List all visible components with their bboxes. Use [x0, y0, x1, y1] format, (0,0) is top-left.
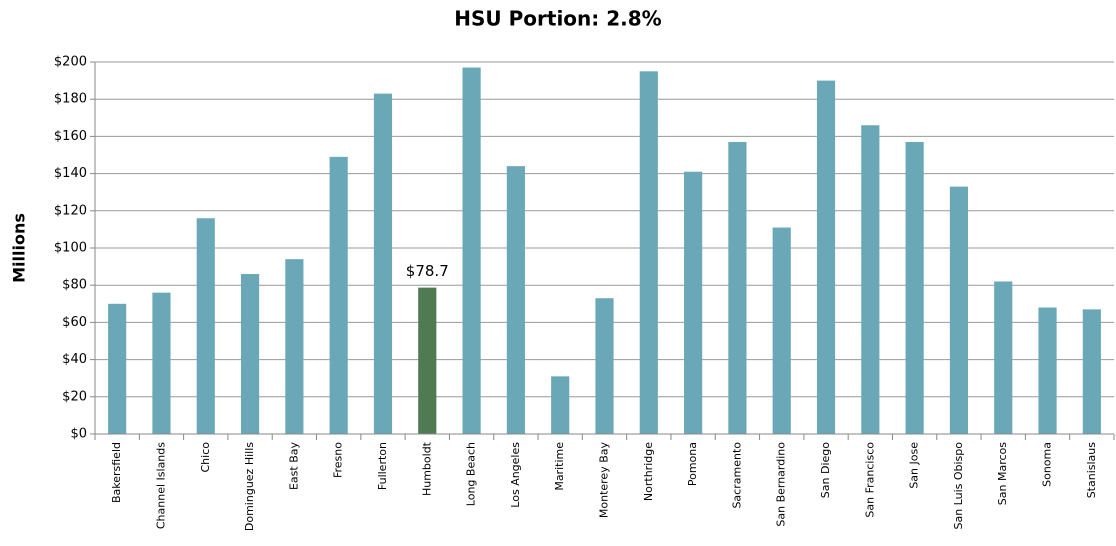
- x-tick-label: Pomona: [686, 442, 699, 486]
- y-tick-label: $60: [62, 315, 87, 330]
- y-tick-label: $140: [54, 166, 87, 181]
- x-tick-label: San Jose: [908, 442, 921, 489]
- chart-title: HSU Portion: 2.8%: [454, 7, 661, 31]
- x-tick-label: Chico: [199, 442, 212, 473]
- x-tick-label: Sacramento: [730, 442, 743, 509]
- bar: [1082, 309, 1101, 434]
- bar: [152, 292, 171, 434]
- x-tick-label: Long Beach: [465, 442, 478, 506]
- bar: [373, 93, 393, 435]
- bar: [108, 303, 127, 434]
- bar: [418, 287, 437, 434]
- y-axis-label: Millions: [10, 213, 29, 283]
- bar: [595, 298, 614, 434]
- bar: [240, 274, 260, 434]
- bar: [994, 281, 1013, 434]
- x-tick-label: Sonoma: [1041, 442, 1054, 487]
- x-tick-label: Fresno: [332, 442, 345, 478]
- y-tick-label: $160: [54, 129, 87, 144]
- x-tick-label: Humboldt: [420, 441, 433, 496]
- x-tick-label: Channel Islands: [154, 442, 167, 529]
- bar: [639, 71, 658, 435]
- y-tick-label: $40: [62, 352, 87, 367]
- x-tick-label: Maritime: [553, 442, 566, 491]
- y-tick-label: $0: [70, 427, 87, 442]
- x-tick-label: Fullerton: [376, 442, 389, 490]
- x-tick-label: San Bernardino: [775, 442, 788, 527]
- bar: [684, 171, 703, 435]
- bar: [285, 259, 304, 434]
- bar: [506, 166, 525, 434]
- y-tick-label: $200: [54, 55, 87, 70]
- y-tick-label: $100: [54, 241, 87, 256]
- bar: [816, 80, 836, 434]
- bar: [861, 125, 880, 435]
- bar: [772, 227, 791, 434]
- bar: [728, 141, 747, 435]
- x-tick-label: Stanislaus: [1085, 442, 1098, 499]
- x-tick-label: Dominguez Hills: [243, 442, 256, 531]
- bar: [551, 376, 570, 434]
- x-tick-label: San Luis Obispo: [952, 442, 965, 530]
- y-tick-label: $20: [62, 389, 87, 404]
- y-tick-label: $180: [54, 92, 87, 107]
- bar: [905, 141, 924, 435]
- bar: [462, 67, 481, 434]
- y-tick-label: $120: [54, 203, 87, 218]
- x-tick-label: Los Angeles: [509, 442, 522, 508]
- bar: [329, 156, 348, 435]
- x-tick-label: San Marcos: [996, 442, 1009, 505]
- x-tick-label: San Diego: [819, 442, 832, 498]
- bar: [1038, 307, 1057, 434]
- x-tick-label: Northridge: [642, 442, 655, 501]
- x-tick-label: East Bay: [287, 442, 300, 491]
- x-tick-label: Monterey Bay: [598, 442, 611, 519]
- x-tick-label: San Francisco: [863, 442, 876, 518]
- x-tick-label: Bakersfield: [110, 442, 123, 503]
- y-tick-label: $80: [62, 278, 87, 293]
- data-label: $78.7: [406, 262, 449, 280]
- bar: [196, 218, 215, 434]
- bar: [949, 186, 969, 434]
